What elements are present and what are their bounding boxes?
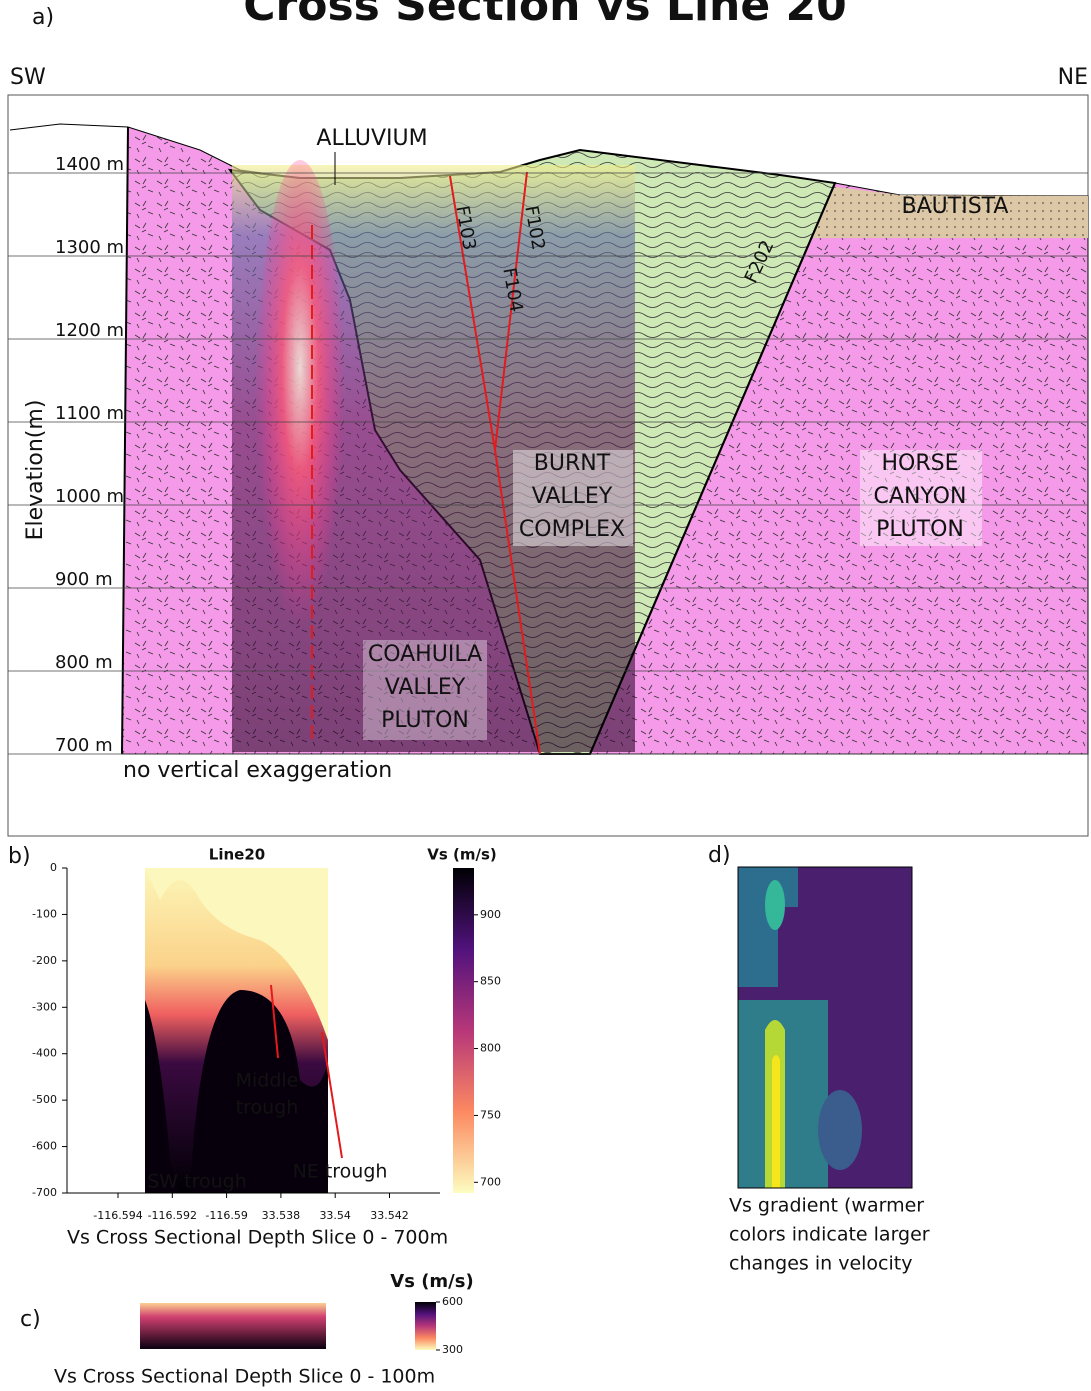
- unit-label: CANYON: [874, 484, 967, 509]
- colorbar-tick-label: 900: [480, 908, 501, 921]
- annotation: NE trough: [293, 1161, 388, 1183]
- y-tick-label: -700: [32, 1186, 57, 1199]
- x-tick-label: 33.542: [370, 1209, 409, 1222]
- y-tick-label: -200: [32, 954, 57, 967]
- y-tick-label: -300: [32, 1000, 57, 1013]
- x-tick-label: -116.592: [148, 1209, 197, 1222]
- unit-label: VALLEY: [532, 484, 613, 509]
- heatmap-c: [140, 1303, 326, 1349]
- note: no vertical exaggeration: [123, 758, 392, 783]
- unit-label: ALLUVIUM: [316, 126, 427, 151]
- colorbar-tick-label: 800: [480, 1042, 501, 1055]
- direction: NE: [1058, 65, 1088, 90]
- velocity-streak: [255, 160, 345, 680]
- annotation: SW trough: [147, 1171, 247, 1193]
- y-tick-label: 800 m: [55, 652, 113, 673]
- colorbar-title: Vs (m/s): [390, 1271, 473, 1292]
- panel-label: a): [32, 5, 54, 30]
- caption: Vs Cross Sectional Depth Slice 0 - 700m: [67, 1227, 448, 1249]
- x-tick-label: -116.594: [93, 1209, 142, 1222]
- gradient-region: [818, 1090, 862, 1170]
- colorbar-tick-label: 300: [442, 1343, 463, 1356]
- colorbar: [415, 1302, 436, 1350]
- figure-title: Cross Section vs Line 20: [243, 0, 847, 31]
- gradient-region: [765, 880, 785, 930]
- annotation: trough: [236, 1097, 299, 1119]
- y-tick-label: -400: [32, 1047, 57, 1060]
- y-tick-label: -600: [32, 1140, 57, 1153]
- panel-label: b): [8, 844, 31, 869]
- y-tick-label: 1000 m: [55, 486, 124, 507]
- y-tick-label: 1300 m: [55, 237, 124, 258]
- y-tick-label: 900 m: [55, 569, 113, 590]
- unit-label: BAUTISTA: [902, 194, 1009, 219]
- caption: Vs Cross Sectional Depth Slice 0 - 100m: [54, 1366, 435, 1388]
- y-tick-label: 1400 m: [55, 154, 124, 175]
- unit-label: COAHUILA: [368, 642, 482, 667]
- annotation: Middle: [236, 1070, 299, 1092]
- y-tick-label: 0: [50, 861, 57, 874]
- colorbar-tick-label: 600: [442, 1295, 463, 1308]
- caption: Vs gradient (warmer: [729, 1195, 924, 1217]
- gradient-region: [772, 1055, 780, 1188]
- y-tick-label: 1100 m: [55, 403, 124, 424]
- y-tick-label: 700 m: [55, 735, 113, 756]
- root: Cross Section vs Line 20 a) SW NE 1400 m 1300…: [8, 0, 1088, 1388]
- unit-label: PLUTON: [381, 708, 469, 733]
- direction: SW: [10, 65, 46, 90]
- unit-label: COMPLEX: [519, 517, 625, 542]
- unit-label: HORSE: [881, 451, 958, 476]
- unit-label: BURNT: [534, 451, 611, 476]
- x-tick-label: -116.59: [205, 1209, 247, 1222]
- colorbar-tick-label: 850: [480, 975, 501, 988]
- x-tick-label: 33.54: [319, 1209, 351, 1222]
- colorbar-title: Vs (m/s): [427, 846, 497, 864]
- figure: Cross Section vs Line 20 a) SW NE 1400 m 1300…: [0, 0, 1091, 1391]
- plot-title: Line20: [209, 846, 265, 864]
- x-tick-label: 33.538: [262, 1209, 301, 1222]
- unit-label: PLUTON: [876, 517, 964, 542]
- colorbar-tick-label: 700: [480, 1175, 501, 1188]
- caption: changes in velocity: [729, 1253, 912, 1275]
- colorbar-tick-label: 750: [480, 1108, 501, 1121]
- unit-label: VALLEY: [385, 675, 466, 700]
- colorbar: [453, 868, 474, 1193]
- panel-label: d): [708, 843, 731, 868]
- terrain-line: [10, 124, 128, 130]
- y-tick-label: 1200 m: [55, 320, 124, 341]
- panel-label: c): [20, 1307, 41, 1332]
- caption: colors indicate larger: [729, 1224, 930, 1246]
- y-axis-label: Elevation(m): [23, 400, 48, 541]
- y-tick-label: -100: [32, 907, 57, 920]
- y-tick-label: -500: [32, 1093, 57, 1106]
